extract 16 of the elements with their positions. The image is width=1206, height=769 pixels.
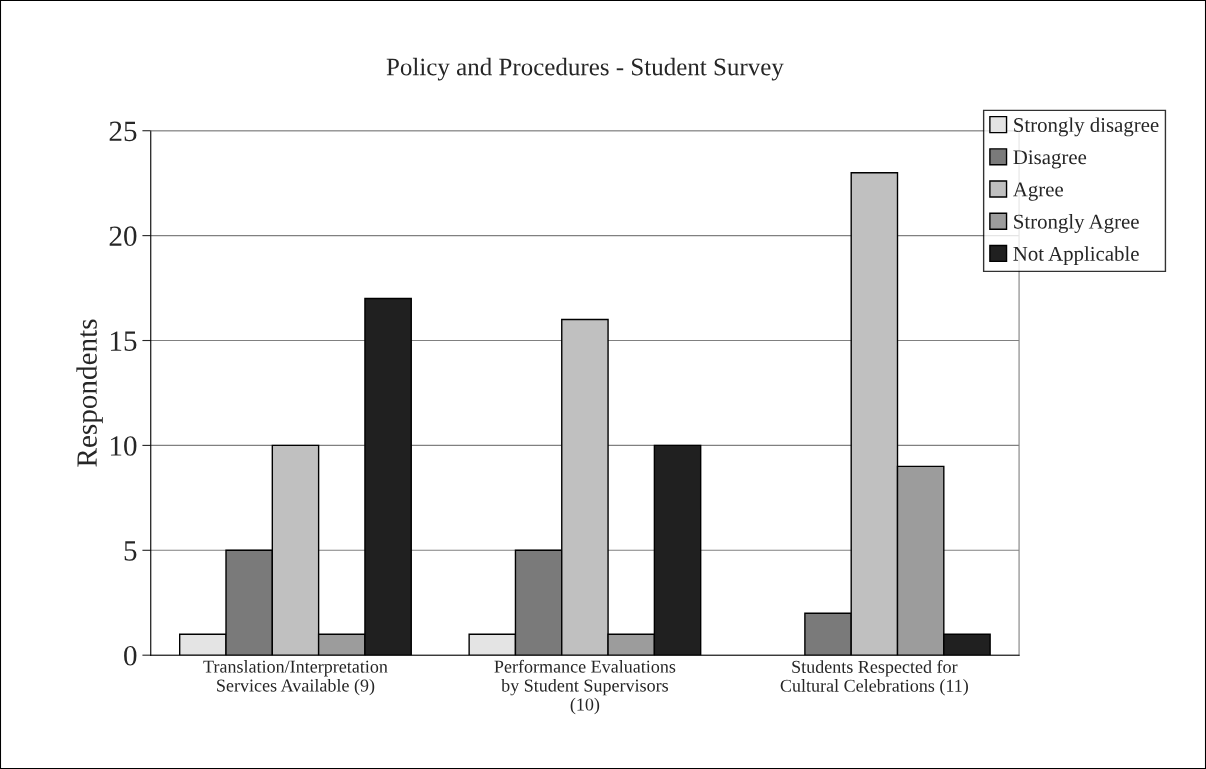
- legend-label: Strongly Agree: [1014, 214, 1139, 233]
- y-tick-label: 25: [109, 121, 137, 142]
- legend-label: Strongly disagree: [1014, 117, 1159, 137]
- chart-title: Policy and Procedures - Student Survey: [386, 57, 784, 81]
- legend-label: Disagree: [1013, 150, 1087, 169]
- x-tick-label: Translation/Interpretation Services Available (9): [203, 660, 388, 696]
- x-tick-label: Students Respected for Cultural Celebrations (11): [780, 660, 968, 696]
- y-tick-label: 15: [110, 331, 137, 351]
- y-tick-label: 10: [110, 436, 137, 456]
- legend-label: Not Applicable: [1013, 246, 1139, 266]
- y-tick-label: 0: [124, 645, 137, 666]
- y-tick-label: 20: [109, 226, 137, 247]
- legend-label: Agree: [1013, 182, 1063, 201]
- y-axis-title: Respondents: [76, 319, 103, 467]
- x-tick-label: Performance Evaluations by Student Supervisors (10): [494, 659, 676, 715]
- y-tick-label: 5: [124, 541, 137, 561]
